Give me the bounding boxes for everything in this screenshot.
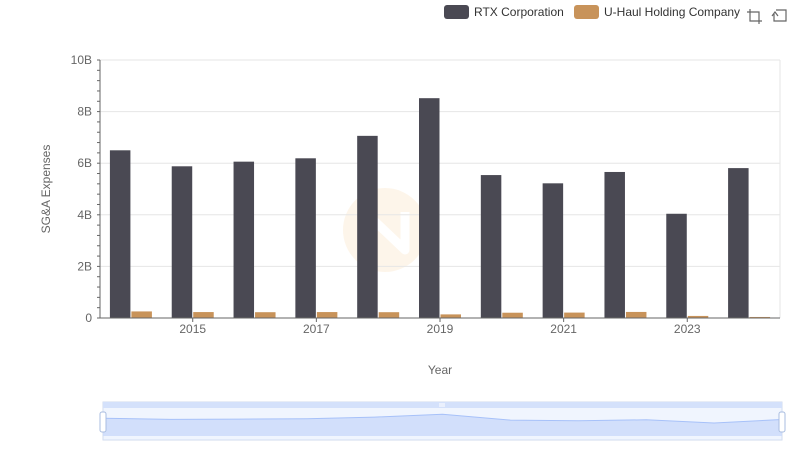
bar-uhaul[interactable] [440, 314, 462, 318]
legend-item-rtx[interactable]: RTX Corporation [444, 5, 564, 19]
slider-preview-line [102, 413, 783, 424]
x-tick-label: 2017 [303, 322, 330, 336]
bar-rtx[interactable] [109, 150, 131, 318]
slider-selected-range [103, 402, 782, 440]
bar-rtx[interactable] [295, 158, 316, 318]
y-tick-label: 8B [77, 105, 92, 119]
bar-rtx[interactable] [728, 168, 749, 318]
watermark-logo [343, 188, 427, 272]
bar-uhaul[interactable] [255, 312, 276, 318]
legend-swatch [574, 5, 599, 19]
x-axis-title: Year [428, 363, 452, 377]
slider-handle-left[interactable] [99, 411, 107, 433]
bar-rtx[interactable] [542, 183, 564, 318]
bar-uhaul[interactable] [131, 311, 152, 318]
bar-rtx[interactable] [604, 171, 625, 318]
x-tick-label: 2015 [179, 322, 206, 336]
x-tick-label: 2021 [550, 322, 577, 336]
axes: 0 2B 4B 6B 8B 10B 2015 2017 2019 2021 2023 [71, 53, 780, 336]
y-tick-label: 10B [71, 53, 92, 67]
bar-uhaul[interactable] [316, 312, 338, 318]
bar-rtx[interactable] [419, 98, 440, 319]
data-zoom-slider[interactable] [99, 401, 786, 441]
legend-swatch [444, 5, 469, 19]
bar-uhaul[interactable] [502, 312, 523, 318]
slider-preview-area [103, 414, 782, 436]
x-tick-label: 2023 [674, 322, 701, 336]
legend-item-uhaul[interactable]: U-Haul Holding Company [574, 5, 740, 19]
y-axis-title: SG&A Expenses [39, 145, 53, 234]
bar-rtx[interactable] [666, 213, 687, 318]
bar-rtx[interactable] [357, 135, 378, 318]
slider-handle-right[interactable] [778, 411, 786, 433]
legend-label: RTX Corporation [474, 5, 564, 19]
crop-zoom-icon[interactable] [747, 9, 762, 24]
restore-icon[interactable] [771, 9, 787, 22]
bar-rtx[interactable] [233, 161, 255, 318]
x-tick-label: 2019 [427, 322, 454, 336]
bar-uhaul[interactable] [625, 311, 647, 318]
bar-uhaul[interactable] [378, 312, 400, 318]
bar-uhaul[interactable] [687, 315, 709, 318]
y-tick-label: 2B [77, 259, 92, 273]
y-tick-label: 4B [77, 208, 92, 222]
bars [109, 98, 771, 319]
slider-move-handle-icon[interactable] [439, 403, 445, 407]
bar-uhaul[interactable] [749, 316, 771, 318]
bar-rtx[interactable] [171, 166, 193, 318]
bar-uhaul[interactable] [564, 312, 585, 318]
bar-rtx[interactable] [480, 175, 502, 318]
bar-uhaul[interactable] [193, 312, 214, 318]
legend-label: U-Haul Holding Company [604, 5, 740, 19]
legend: RTX Corporation U-Haul Holding Company [444, 5, 740, 19]
y-tick-label: 6B [77, 156, 92, 170]
y-tick-label: 0 [85, 311, 92, 325]
